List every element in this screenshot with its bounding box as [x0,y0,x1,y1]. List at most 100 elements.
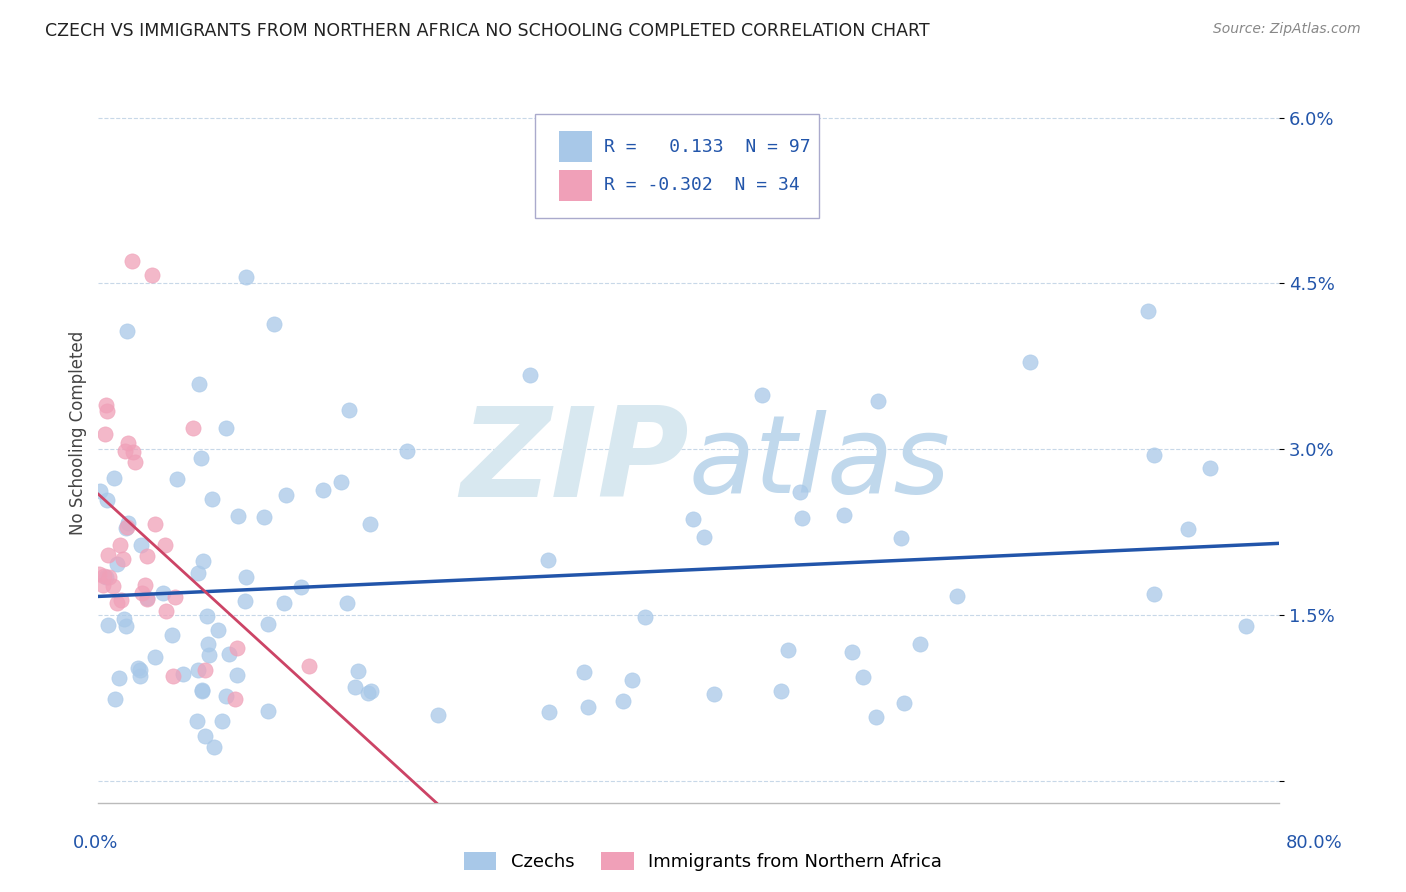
Point [94,426,117,441]
Point [298,659,321,673]
Point [105,557,128,571]
Point [141,268,163,283]
Point [290,580,312,594]
Point [789,485,811,500]
Point [115,324,138,338]
Point [330,475,353,490]
Point [96,493,118,508]
Point [215,420,238,434]
Point [536,552,558,566]
Point [224,691,246,706]
Point [576,700,599,714]
Point [155,604,177,618]
Text: R =   0.133  N = 97: R = 0.133 N = 97 [605,138,810,156]
Point [751,388,773,402]
Point [110,538,132,552]
FancyBboxPatch shape [560,131,592,162]
Point [336,596,359,610]
Point [101,579,124,593]
Point [191,684,214,698]
Point [790,510,813,524]
Point [574,665,596,679]
Point [207,623,229,637]
Point [91,578,114,592]
Point [198,648,221,663]
Point [117,516,139,531]
Point [188,377,211,392]
Point [110,592,132,607]
Point [104,691,127,706]
Point [312,483,335,498]
Point [197,637,219,651]
Point [153,538,176,552]
Point [114,443,136,458]
Point [94,570,117,584]
Point [108,671,131,685]
Point [343,680,366,694]
Point [841,645,863,659]
Point [89,484,111,499]
Point [166,472,188,486]
Point [211,714,233,728]
Point [136,591,159,606]
Point [519,368,541,382]
Point [131,586,153,600]
FancyBboxPatch shape [560,169,592,201]
Legend: Czechs, Immigrants from Northern Africa: Czechs, Immigrants from Northern Africa [457,845,949,879]
Point [257,616,280,631]
Point [273,595,295,609]
Point [129,668,152,682]
Point [274,488,297,502]
Point [946,589,969,603]
Text: R = -0.302  N = 34: R = -0.302 N = 34 [605,177,800,194]
Point [200,491,222,506]
Point [105,596,128,610]
Point [163,591,186,605]
Point [187,566,209,581]
Text: Source: ZipAtlas.com: Source: ZipAtlas.com [1213,22,1361,37]
Point [621,673,644,687]
Point [96,404,118,418]
Point [908,637,931,651]
Point [93,569,115,583]
Point [87,567,110,582]
Text: 0.0%: 0.0% [73,834,118,852]
Point [135,549,157,563]
Point [538,705,561,719]
Point [191,554,214,568]
Point [866,393,889,408]
Point [226,667,249,681]
Point [190,450,212,465]
Point [190,683,212,698]
Point [121,254,143,268]
Point [703,687,725,701]
FancyBboxPatch shape [536,114,818,218]
Point [193,729,215,743]
Point [195,608,218,623]
Point [226,509,249,524]
Point [235,269,257,284]
Text: ZIP: ZIP [460,401,689,523]
Point [346,664,368,678]
Point [115,618,138,632]
Point [776,643,799,657]
Point [160,627,183,641]
Point [1234,619,1257,633]
Point [359,517,381,532]
Point [218,647,240,661]
Y-axis label: No Schooling Completed: No Schooling Completed [69,331,87,534]
Point [103,471,125,485]
Point [225,641,247,656]
Point [145,517,167,532]
Point [1199,460,1222,475]
Point [136,591,159,605]
Point [97,549,120,563]
Point [96,398,118,412]
Point [128,663,150,677]
Point [1143,587,1166,601]
Point [194,663,217,677]
Point [356,686,378,700]
Point [181,420,204,434]
Point [122,445,145,459]
Point [257,705,280,719]
